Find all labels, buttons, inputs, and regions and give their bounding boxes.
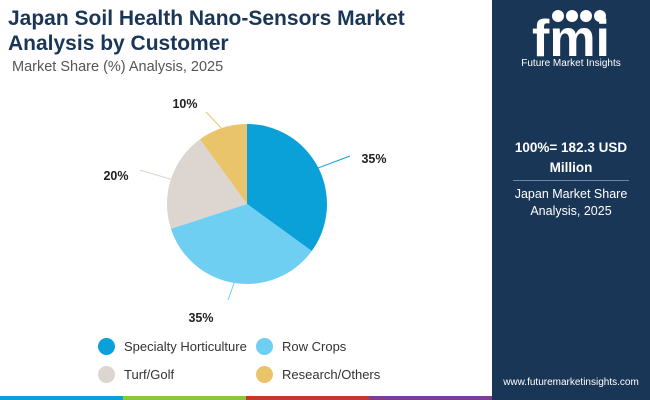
panel-description: Japan Market Share Analysis, 2025	[514, 187, 628, 218]
bottom-bar-segment	[0, 396, 123, 400]
legend-swatch-turf-golf	[98, 366, 115, 383]
bottom-bar-segment	[369, 396, 492, 400]
pie-slice-row-crops	[170, 204, 312, 284]
data-label-research-others: 10%	[172, 97, 197, 111]
legend-item-research-others: Research/Others	[256, 366, 380, 383]
legend-item-turf-golf: Turf/Golf	[98, 366, 174, 383]
market-total: 100%= 182.3 USD Million	[514, 140, 628, 175]
fmi-logo: fmi	[532, 10, 610, 68]
chart-title: Japan Soil Health Nano-Sensors Market An…	[8, 7, 405, 55]
legend-label-specialty-horticulture: Specialty Horticulture	[124, 339, 247, 354]
legend-swatch-specialty-horticulture	[98, 338, 115, 355]
pie-slice-specialty-horticulture	[247, 124, 327, 252]
legend-label-research-others: Research/Others	[282, 367, 381, 382]
website-link[interactable]: www.futuremarketinsights.com	[503, 377, 639, 388]
legend-swatch-row-crops	[256, 338, 273, 355]
legend-item-row-crops: Row Crops	[256, 338, 346, 355]
data-label-turf-golf: 20%	[103, 169, 128, 183]
pie-slice-research-others	[199, 124, 247, 204]
bottom-color-bar	[0, 396, 492, 400]
bottom-bar-segment	[123, 396, 246, 400]
pie-chart: 35% 35% 20% 10%	[103, 97, 386, 325]
bottom-bar-segment	[246, 396, 369, 400]
pie-slice-turf-golf	[166, 139, 247, 229]
panel-divider	[513, 180, 629, 181]
leader-line-turf-golf	[139, 169, 173, 181]
chart-subtitle: Market Share (%) Analysis, 2025	[12, 59, 224, 75]
side-panel: fmi Future Market Insights 100%= 182.3 U…	[492, 0, 650, 400]
leader-line-specialty-horticulture	[316, 155, 351, 170]
legend-label-row-crops: Row Crops	[282, 339, 347, 354]
data-label-row-crops: 35%	[188, 311, 213, 325]
data-label-specialty-horticulture: 35%	[361, 152, 386, 166]
leader-line-research-others	[205, 111, 224, 131]
legend-swatch-research-others	[256, 366, 273, 383]
leader-line-row-crops	[227, 280, 236, 301]
brand-tagline: Future Market Insights	[521, 58, 621, 69]
legend-label-turf-golf: Turf/Golf	[124, 367, 175, 382]
legend-item-specialty-horticulture: Specialty Horticulture	[98, 338, 247, 355]
